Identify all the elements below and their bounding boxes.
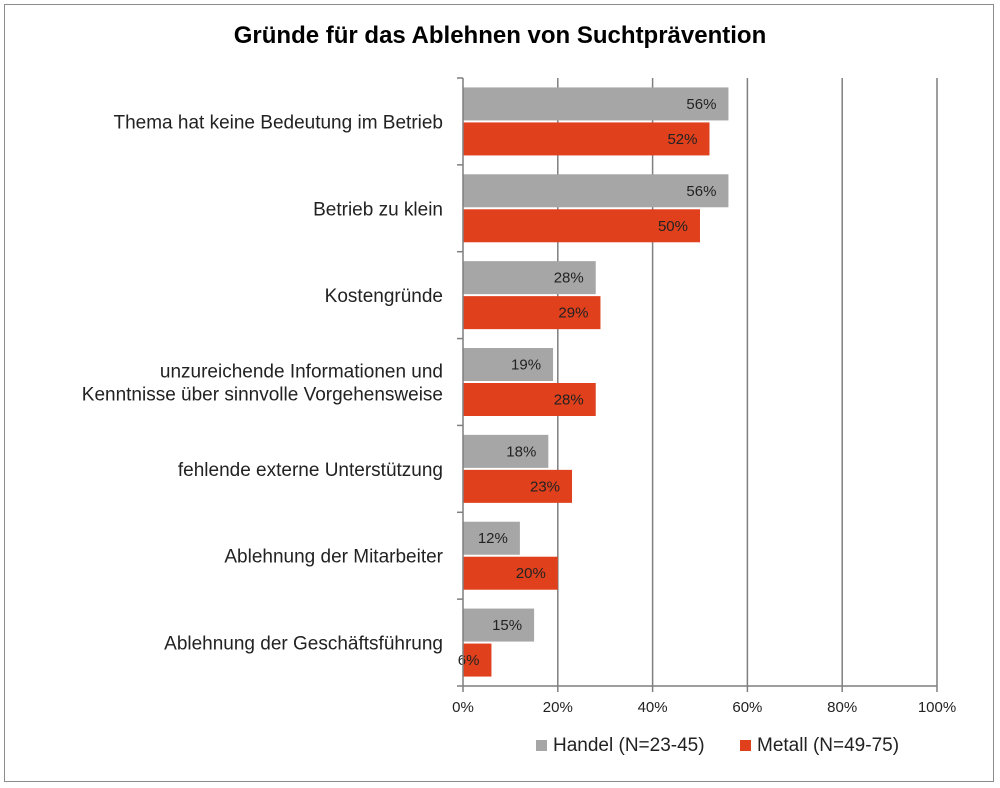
data-label: 29%: [558, 305, 588, 322]
data-label: 23%: [530, 478, 560, 495]
category-label: Kenntnisse über sinnvolle Vorgehensweise: [82, 385, 443, 406]
data-label: 15%: [492, 617, 522, 634]
legend-label-handel: Handel (N=23-45): [553, 735, 705, 756]
legend-label-metall: Metall (N=49-75): [757, 735, 899, 756]
data-label: 28%: [554, 270, 584, 287]
data-label: 50%: [658, 218, 688, 235]
category-label: Kostengründe: [325, 286, 443, 307]
data-label: 6%: [458, 652, 480, 669]
bar-handel: [463, 521, 520, 555]
x-tick-label: 60%: [732, 699, 762, 716]
chart-title: Gründe für das Ablehnen von Suchtprävent…: [233, 22, 767, 49]
x-tick-label: 0%: [452, 699, 474, 716]
bar-metall: [463, 296, 601, 330]
category-label: Ablehnung der Mitarbeiter: [224, 547, 443, 568]
category-label: Ablehnung der Geschäftsführung: [164, 634, 443, 655]
legend-swatch-metall: [740, 740, 751, 751]
bar-metall: [463, 469, 573, 503]
data-label: 19%: [511, 357, 541, 374]
category-label: unzureichende Informationen und: [160, 362, 443, 383]
bar-metall: [463, 122, 710, 156]
x-tick-label: 20%: [543, 699, 573, 716]
data-label: 18%: [506, 443, 536, 460]
bar-handel: [463, 174, 729, 208]
legend-swatch-handel: [536, 740, 547, 751]
bar-handel: [463, 87, 729, 121]
bar-handel: [463, 261, 596, 295]
bar-metall: [463, 643, 492, 677]
category-label: fehlende externe Unterstützung: [178, 460, 443, 481]
x-tick-label: 40%: [638, 699, 668, 716]
data-label: 52%: [667, 131, 697, 148]
bar-metall: [463, 209, 700, 243]
data-label: 20%: [516, 565, 546, 582]
category-label: Betrieb zu klein: [313, 199, 443, 220]
data-label: 56%: [686, 183, 716, 200]
x-tick-label: 80%: [827, 699, 857, 716]
data-label: 56%: [686, 96, 716, 113]
bar-metall: [463, 383, 596, 416]
x-tick-label: 100%: [918, 699, 956, 716]
bar-handel: [463, 348, 554, 381]
bar-handel: [463, 434, 549, 468]
category-label: Thema hat keine Bedeutung im Betrieb: [113, 112, 443, 133]
bar-handel: [463, 608, 535, 642]
bar-metall: [463, 556, 558, 590]
data-label: 28%: [554, 392, 584, 409]
data-label: 12%: [478, 530, 508, 547]
